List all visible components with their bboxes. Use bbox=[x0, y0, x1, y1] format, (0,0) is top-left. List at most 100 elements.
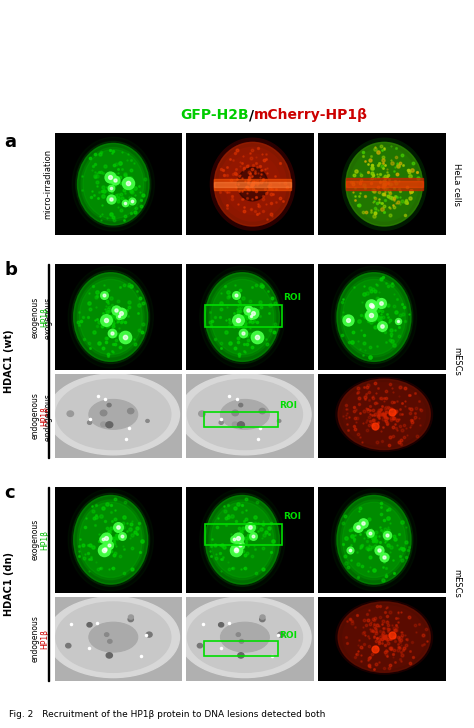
Ellipse shape bbox=[73, 496, 148, 584]
Ellipse shape bbox=[219, 147, 286, 221]
Bar bbox=[205, 306, 282, 327]
Ellipse shape bbox=[337, 496, 411, 584]
Ellipse shape bbox=[259, 408, 265, 414]
Ellipse shape bbox=[232, 422, 238, 427]
Ellipse shape bbox=[78, 143, 149, 225]
Ellipse shape bbox=[205, 496, 280, 584]
Ellipse shape bbox=[205, 496, 280, 584]
Ellipse shape bbox=[338, 602, 430, 673]
Ellipse shape bbox=[72, 138, 155, 231]
Ellipse shape bbox=[210, 138, 295, 230]
Text: endogenous: endogenous bbox=[31, 392, 40, 440]
Text: mCherry-HP1β: mCherry-HP1β bbox=[254, 108, 367, 122]
Ellipse shape bbox=[236, 633, 240, 636]
Ellipse shape bbox=[187, 379, 302, 449]
Ellipse shape bbox=[219, 421, 223, 424]
Ellipse shape bbox=[87, 622, 92, 627]
Ellipse shape bbox=[336, 377, 432, 451]
Ellipse shape bbox=[205, 273, 280, 361]
Ellipse shape bbox=[88, 421, 91, 424]
Ellipse shape bbox=[197, 644, 202, 648]
Ellipse shape bbox=[73, 273, 148, 361]
Ellipse shape bbox=[81, 148, 146, 221]
Ellipse shape bbox=[106, 653, 112, 658]
Ellipse shape bbox=[337, 273, 411, 361]
Ellipse shape bbox=[56, 379, 171, 449]
Ellipse shape bbox=[337, 273, 411, 361]
Ellipse shape bbox=[76, 141, 151, 227]
Ellipse shape bbox=[260, 615, 265, 619]
Ellipse shape bbox=[128, 408, 134, 414]
Bar bbox=[346, 178, 422, 190]
Bar bbox=[346, 181, 422, 187]
Ellipse shape bbox=[47, 374, 180, 455]
Ellipse shape bbox=[128, 617, 133, 622]
Ellipse shape bbox=[211, 502, 274, 577]
Text: exogenous: exogenous bbox=[31, 519, 40, 561]
Ellipse shape bbox=[68, 266, 154, 368]
Ellipse shape bbox=[72, 494, 150, 586]
Ellipse shape bbox=[331, 488, 417, 591]
Text: b: b bbox=[5, 261, 18, 280]
Ellipse shape bbox=[101, 422, 106, 427]
Ellipse shape bbox=[106, 422, 113, 427]
Ellipse shape bbox=[232, 410, 238, 416]
Ellipse shape bbox=[203, 271, 281, 363]
Ellipse shape bbox=[277, 419, 281, 422]
Text: micro-irradiation: micro-irradiation bbox=[43, 149, 52, 219]
Ellipse shape bbox=[341, 500, 407, 579]
Text: /: / bbox=[249, 108, 254, 122]
Ellipse shape bbox=[203, 494, 281, 586]
Ellipse shape bbox=[108, 639, 112, 643]
Ellipse shape bbox=[128, 615, 133, 619]
Text: exogenous: exogenous bbox=[31, 296, 40, 338]
Text: ROI: ROI bbox=[283, 293, 301, 302]
Ellipse shape bbox=[79, 502, 142, 577]
Ellipse shape bbox=[72, 271, 150, 363]
Ellipse shape bbox=[205, 273, 280, 361]
Text: endogenous: endogenous bbox=[31, 615, 40, 662]
Text: HP1β: HP1β bbox=[41, 530, 49, 550]
Ellipse shape bbox=[187, 602, 302, 673]
Ellipse shape bbox=[179, 374, 311, 455]
Ellipse shape bbox=[239, 403, 243, 407]
Ellipse shape bbox=[47, 597, 180, 678]
Ellipse shape bbox=[209, 500, 276, 579]
Ellipse shape bbox=[214, 143, 291, 226]
Text: Fig. 2 Recruitment of the HP1β protein to DNA lesions detected both: Fig. 2 Recruitment of the HP1β protein t… bbox=[9, 711, 326, 719]
Ellipse shape bbox=[335, 271, 413, 363]
Text: ROI: ROI bbox=[280, 401, 297, 410]
Text: c: c bbox=[5, 484, 15, 502]
Text: HDAC1 (wt): HDAC1 (wt) bbox=[3, 329, 14, 393]
Ellipse shape bbox=[200, 266, 285, 368]
Ellipse shape bbox=[219, 622, 224, 627]
Bar bbox=[214, 182, 291, 187]
Ellipse shape bbox=[73, 496, 148, 584]
Ellipse shape bbox=[343, 606, 426, 669]
Ellipse shape bbox=[225, 154, 280, 214]
Ellipse shape bbox=[337, 496, 411, 584]
Ellipse shape bbox=[68, 488, 154, 591]
Ellipse shape bbox=[346, 143, 422, 226]
Ellipse shape bbox=[338, 602, 430, 673]
Text: mESCs: mESCs bbox=[452, 569, 461, 598]
Text: exogenous: exogenous bbox=[44, 296, 53, 339]
Ellipse shape bbox=[331, 266, 417, 368]
Ellipse shape bbox=[100, 410, 107, 416]
Ellipse shape bbox=[209, 277, 276, 357]
Ellipse shape bbox=[278, 632, 284, 637]
Ellipse shape bbox=[89, 400, 138, 430]
Text: HP1β: HP1β bbox=[41, 307, 49, 327]
Ellipse shape bbox=[341, 277, 407, 357]
Ellipse shape bbox=[200, 488, 285, 591]
Ellipse shape bbox=[83, 149, 144, 219]
Bar bbox=[205, 524, 282, 545]
Ellipse shape bbox=[73, 273, 148, 361]
Ellipse shape bbox=[214, 143, 291, 226]
Ellipse shape bbox=[179, 597, 311, 678]
Ellipse shape bbox=[350, 147, 418, 221]
Ellipse shape bbox=[237, 422, 245, 427]
Bar bbox=[214, 178, 291, 190]
Text: HP1β: HP1β bbox=[41, 629, 49, 649]
Ellipse shape bbox=[66, 644, 71, 648]
